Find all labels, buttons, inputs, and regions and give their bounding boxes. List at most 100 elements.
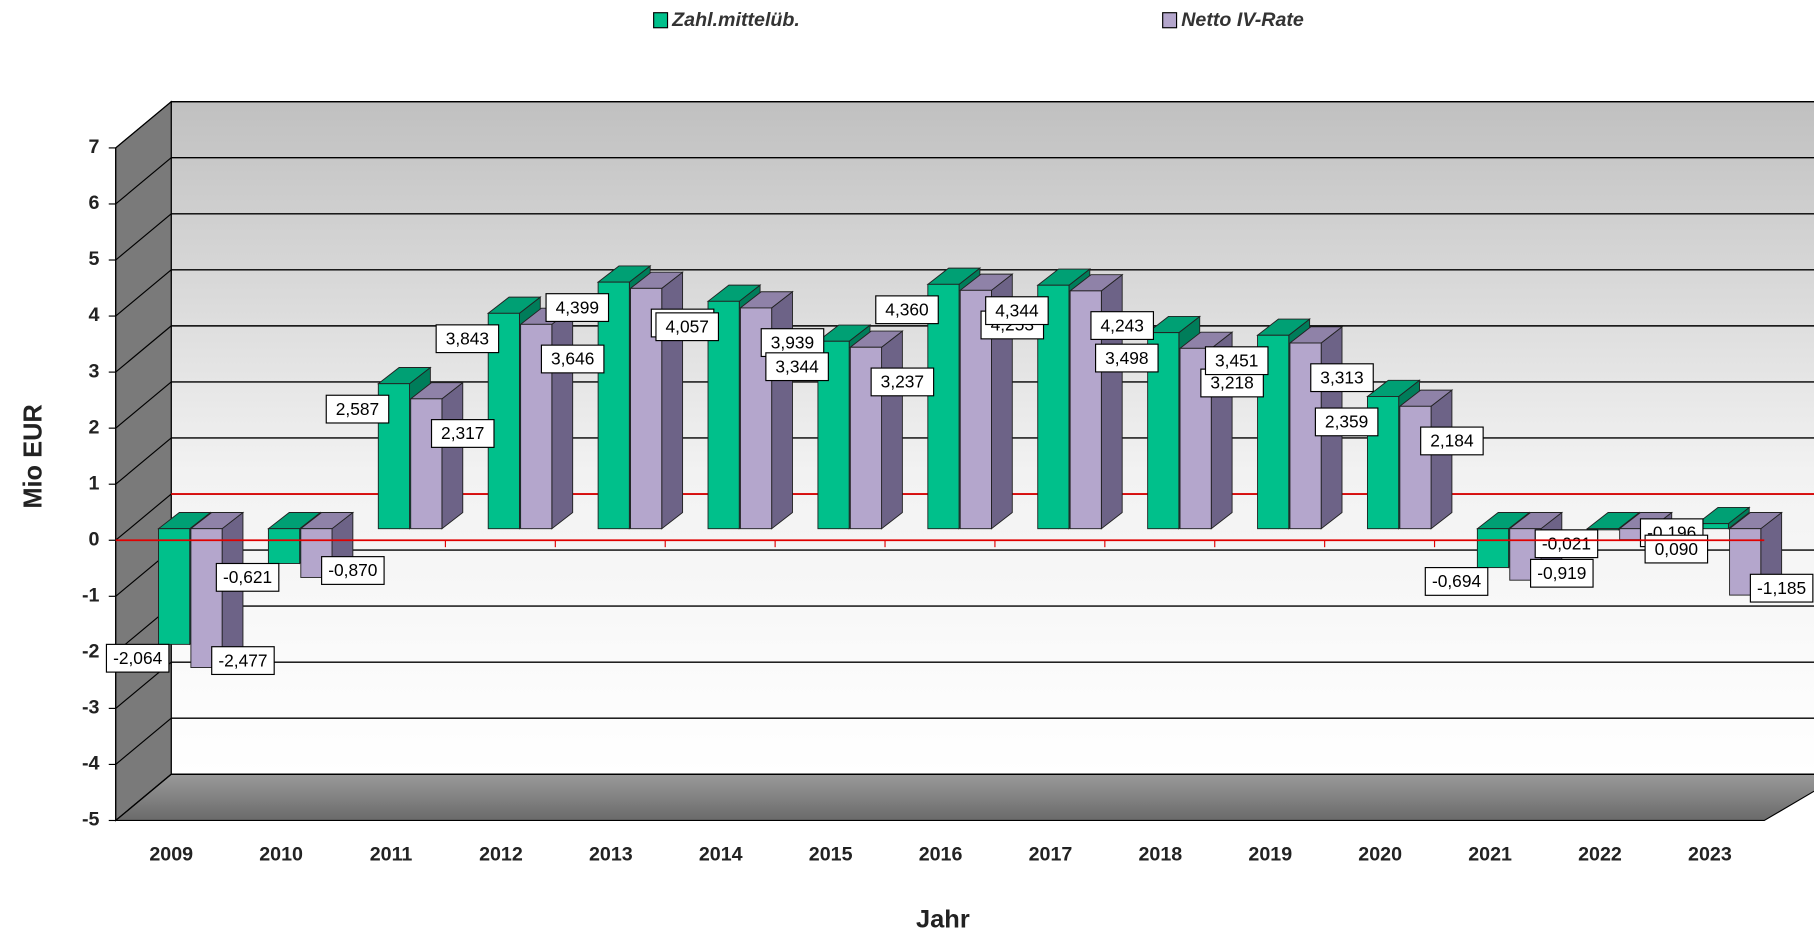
legend-label: Zahl.mittelüb. (671, 9, 800, 31)
bar-side (551, 307, 574, 530)
value-label-box (1090, 311, 1155, 340)
bar (927, 283, 960, 530)
value-label: 3,237 (881, 372, 924, 392)
grid-line (115, 325, 172, 373)
x-tick-label: 2014 (699, 843, 743, 865)
value-label-box (1749, 573, 1814, 603)
x-tick-label: 2018 (1139, 843, 1183, 865)
bar-group (1398, 389, 1454, 530)
x-tick-label: 2019 (1248, 843, 1292, 865)
value-label-box (765, 352, 829, 382)
value-label: 3,451 (1215, 350, 1258, 370)
value-label-box (1095, 343, 1159, 373)
value-label: -2,477 (218, 650, 267, 670)
value-label: 3,939 (771, 332, 814, 352)
x-tick-label: 2022 (1578, 843, 1622, 865)
x-tick-label: 2013 (589, 843, 633, 865)
value-label-box (1314, 407, 1379, 437)
bar (1399, 405, 1432, 530)
legend-swatch (1162, 12, 1178, 29)
bar-group (1695, 506, 1751, 530)
y-tick-label: 7 (89, 136, 100, 158)
bar (1476, 528, 1510, 569)
bar (597, 281, 630, 530)
legend-swatch (653, 12, 669, 29)
value-label: -1,185 (1757, 578, 1806, 598)
y-tick-label: 3 (89, 360, 100, 382)
value-label-box (1530, 558, 1594, 588)
value-label-box (1424, 567, 1489, 596)
value-label: 2,317 (441, 423, 484, 443)
value-label-box (430, 419, 495, 448)
bar (158, 528, 191, 645)
value-label-box (321, 556, 385, 585)
grid-line (115, 437, 172, 485)
grid-line (115, 381, 172, 429)
value-label: 3,313 (1320, 367, 1363, 387)
x-tick-label: 2020 (1358, 843, 1402, 865)
value-label: 0,090 (1655, 539, 1698, 559)
y-tick-label: -4 (82, 753, 100, 775)
y-axis-title: Mio EUR (19, 404, 47, 508)
value-label: 3,843 (446, 328, 489, 348)
value-label: 4,360 (885, 299, 928, 319)
x-axis-title: Jahr (916, 906, 970, 934)
y-tick-label: -2 (82, 641, 100, 663)
value-label-box (435, 324, 500, 354)
value-label-box (655, 312, 720, 342)
value-label: -0,919 (1537, 563, 1586, 583)
bar-group (519, 307, 575, 530)
grid-line (115, 213, 172, 261)
bar-group (739, 290, 794, 530)
value-label: 3,646 (551, 349, 594, 369)
value-label: -0,621 (223, 567, 272, 587)
value-label: -0,870 (328, 560, 377, 580)
value-label: 2,359 (1325, 412, 1368, 432)
x-tick-label: 2023 (1688, 843, 1732, 865)
value-label: 4,344 (995, 300, 1039, 320)
x-tick-label: 2015 (809, 843, 853, 865)
grid-line (115, 157, 172, 205)
value-label-box (985, 296, 1049, 326)
grid-line (115, 269, 172, 317)
value-label: 3,344 (775, 356, 819, 376)
y-tick-label: -1 (82, 584, 100, 606)
value-label: -0,021 (1542, 533, 1591, 553)
value-label-box (211, 646, 275, 676)
x-tick-label: 2017 (1029, 843, 1073, 865)
bar-group (189, 511, 245, 669)
value-label: 4,243 (1100, 315, 1143, 335)
y-tick-label: -3 (82, 697, 100, 719)
x-tick-label: 2021 (1468, 843, 1512, 865)
value-label: 4,057 (665, 316, 708, 336)
x-tick-label: 2016 (919, 843, 963, 865)
value-label-box (1204, 346, 1269, 376)
value-label-box (325, 394, 390, 424)
bar-side (441, 381, 464, 530)
y-tick-label: 6 (89, 192, 100, 214)
value-label: 2,587 (336, 399, 379, 419)
value-label: -2,064 (113, 648, 163, 668)
value-label-box (1310, 363, 1374, 393)
grid-line (115, 717, 172, 765)
value-label: 3,498 (1105, 348, 1148, 368)
value-label: 4,399 (556, 297, 599, 317)
y-tick-label: -5 (82, 809, 100, 831)
x-tick-label: 2011 (370, 843, 413, 865)
bar-group (409, 381, 465, 530)
bar (707, 300, 740, 530)
value-label-box (540, 344, 605, 374)
value-label-box (870, 367, 935, 397)
y-tick-label: 5 (89, 248, 100, 270)
bar (267, 528, 301, 564)
y-tick-label: 2 (89, 416, 100, 438)
grid-line (115, 493, 172, 541)
y-tick-label: 4 (89, 304, 100, 326)
bar-side (1430, 389, 1453, 530)
y-tick-label: 1 (89, 472, 100, 494)
value-label-box (875, 295, 939, 325)
bar (1586, 528, 1619, 531)
floor (114, 773, 1814, 822)
bar-side (881, 330, 903, 530)
